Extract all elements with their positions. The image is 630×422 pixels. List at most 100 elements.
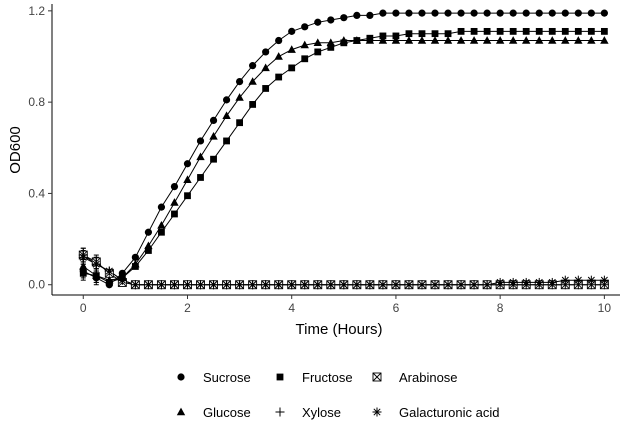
marker-shape bbox=[275, 73, 283, 81]
data-point-fructose bbox=[457, 27, 465, 35]
data-point-galacturonic-acid bbox=[534, 277, 544, 287]
data-point-glucose bbox=[587, 36, 596, 44]
marker-shape bbox=[372, 372, 382, 382]
data-point-glucose bbox=[365, 36, 375, 44]
marker-shape bbox=[300, 40, 309, 49]
marker-shape bbox=[561, 9, 569, 17]
data-point-glucose bbox=[522, 36, 531, 44]
data-point-galacturonic-acid bbox=[469, 280, 479, 290]
data-point-galacturonic-acid bbox=[248, 280, 258, 290]
data-point-galacturonic-acid bbox=[104, 266, 114, 276]
data-point-sucrose bbox=[587, 9, 595, 17]
data-point-glucose bbox=[404, 36, 414, 44]
data-point-glucose bbox=[417, 36, 427, 44]
marker-shape bbox=[600, 36, 609, 44]
data-point-fructose bbox=[236, 119, 243, 127]
data-point-sucrose bbox=[222, 96, 231, 104]
marker-shape bbox=[587, 27, 595, 35]
marker-shape bbox=[392, 32, 400, 40]
legend-label-sucrose: Sucrose bbox=[203, 370, 251, 385]
data-point-fructose bbox=[418, 30, 426, 38]
data-point-fructose bbox=[587, 27, 595, 35]
marker-shape bbox=[209, 116, 218, 124]
marker-shape bbox=[235, 93, 244, 101]
data-point-fructose bbox=[522, 27, 530, 35]
marker-shape bbox=[177, 373, 185, 381]
marker-shape bbox=[508, 36, 518, 44]
data-point-fructose bbox=[301, 55, 309, 63]
marker-shape bbox=[587, 36, 596, 44]
data-point-fructose bbox=[470, 27, 478, 35]
data-point-glucose bbox=[261, 63, 270, 72]
data-point-galacturonic-acid bbox=[521, 277, 531, 287]
data-point-sucrose bbox=[366, 11, 374, 20]
data-point-sucrose bbox=[340, 14, 348, 22]
legend: Sucrose Fructose Arabinose Glucose Xylose Gal… bbox=[176, 370, 499, 420]
legend-item-galacturonic-acid: Galacturonic acid bbox=[372, 405, 499, 420]
marker-shape bbox=[522, 36, 531, 44]
data-point-fructose bbox=[548, 27, 556, 35]
marker-shape bbox=[339, 36, 349, 44]
data-point-galacturonic-acid bbox=[222, 280, 232, 290]
data-point-glucose bbox=[508, 36, 518, 44]
marker-shape bbox=[301, 23, 309, 31]
marker-shape bbox=[405, 30, 413, 38]
data-point-galacturonic-acid bbox=[130, 280, 140, 290]
legend-item-sucrose: Sucrose bbox=[177, 370, 251, 385]
marker-shape bbox=[418, 30, 426, 38]
data-point-glucose bbox=[248, 77, 257, 85]
data-point-galacturonic-acid bbox=[508, 277, 518, 287]
data-point-fructose bbox=[483, 27, 491, 35]
marker-shape bbox=[509, 27, 517, 35]
data-point-fructose bbox=[600, 27, 608, 35]
series-line-fructose bbox=[83, 30, 605, 283]
data-point-glucose bbox=[535, 36, 544, 44]
data-point-fructose bbox=[171, 210, 178, 218]
marker-shape bbox=[183, 175, 192, 183]
marker-shape bbox=[352, 36, 362, 44]
data-point-fructose bbox=[444, 30, 452, 38]
data-point-glucose bbox=[144, 241, 153, 250]
data-point-sucrose bbox=[561, 9, 569, 17]
marker-shape bbox=[496, 9, 504, 17]
marker-shape bbox=[470, 27, 478, 35]
marker-shape bbox=[456, 36, 466, 44]
data-point-galacturonic-acid bbox=[196, 280, 206, 290]
marker-shape bbox=[313, 38, 322, 46]
marker-shape bbox=[197, 174, 204, 181]
marker-shape bbox=[184, 192, 191, 200]
data-point-glucose bbox=[209, 131, 218, 140]
marker-shape bbox=[314, 48, 322, 56]
data-point-fructose bbox=[431, 30, 439, 38]
data-point-glucose bbox=[391, 36, 401, 44]
data-point-galacturonic-acid bbox=[495, 277, 505, 287]
marker-shape bbox=[262, 85, 270, 92]
data-point-galacturonic-acid bbox=[169, 280, 179, 290]
x-axis-title: Time (Hours) bbox=[296, 321, 383, 338]
marker-shape bbox=[236, 119, 243, 127]
marker-shape bbox=[326, 38, 335, 46]
data-point-fructose bbox=[496, 27, 504, 35]
data-point-glucose bbox=[548, 36, 557, 44]
x-tick-label: 6 bbox=[393, 301, 400, 315]
data-point-glucose bbox=[105, 275, 114, 284]
data-point-glucose bbox=[131, 259, 140, 268]
marker-shape bbox=[404, 36, 414, 44]
marker-shape bbox=[574, 9, 582, 17]
data-point-fructose bbox=[197, 174, 204, 181]
data-point-fructose bbox=[379, 32, 387, 40]
legend-label-xylose: Xylose bbox=[302, 405, 341, 420]
legend-key-glucose bbox=[176, 407, 186, 416]
data-point-glucose bbox=[196, 152, 205, 161]
data-point-glucose bbox=[326, 38, 335, 46]
marker-shape bbox=[158, 228, 165, 236]
marker-shape bbox=[444, 9, 452, 17]
marker-shape bbox=[457, 27, 465, 35]
marker-shape bbox=[535, 36, 544, 44]
marker-shape bbox=[222, 111, 231, 120]
data-point-glucose bbox=[378, 36, 388, 44]
data-point-fructose bbox=[561, 27, 569, 35]
data-point-glucose bbox=[274, 52, 283, 60]
y-tick-label: 0.0 bbox=[28, 278, 45, 292]
data-point-glucose bbox=[300, 40, 309, 49]
